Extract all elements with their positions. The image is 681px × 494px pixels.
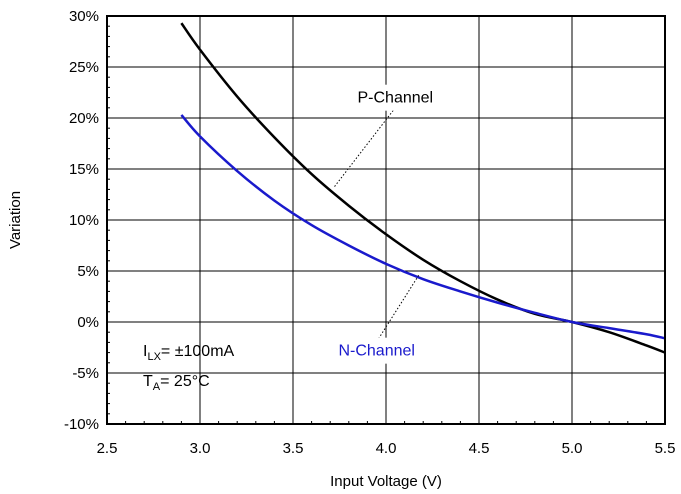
- annotation-layer: P-Channel N-Channel: [323, 84, 449, 364]
- y-tick-labels: -10% -5% 0% 5% 10% 15% 20% 25% 30%: [64, 8, 99, 433]
- condition-temperature-symbol: T: [143, 373, 153, 390]
- plot-frame: [106, 15, 666, 425]
- y-tick-label: 15%: [69, 161, 99, 178]
- condition-current: ILX= ±100mA: [143, 343, 235, 363]
- x-tick-label: 5.0: [562, 440, 583, 457]
- y-tick-label: 20%: [69, 110, 99, 127]
- y-tick-label: 10%: [69, 212, 99, 229]
- annotation-label: N-Channel: [338, 343, 414, 360]
- condition-temperature: TA= 25°C: [143, 373, 210, 393]
- annotation-background: [341, 84, 449, 111]
- annotation-label: P-Channel: [357, 90, 433, 107]
- x-tick-label: 2.5: [97, 440, 118, 457]
- y-tick-label: 25%: [69, 59, 99, 76]
- x-tick-label: 3.0: [190, 440, 211, 457]
- y-tick-label: 30%: [69, 8, 99, 25]
- x-tick-label: 3.5: [283, 440, 304, 457]
- y-tick-label: -5%: [72, 365, 99, 382]
- annotation-background: [323, 337, 431, 364]
- condition-temperature-value: = 25°C: [160, 373, 210, 390]
- y-tick-label: 5%: [77, 263, 99, 280]
- x-tick-label: 5.5: [655, 440, 676, 457]
- condition-current-subscript: LX: [147, 351, 161, 363]
- test-conditions: ILX= ±100mA TA= 25°C: [143, 343, 235, 393]
- series-layer: [180, 22, 666, 354]
- x-axis-title: Input Voltage (V): [330, 473, 442, 490]
- annotation-pointer: [333, 107, 396, 188]
- y-tick-label: -10%: [64, 416, 99, 433]
- series-line-n-channel: [180, 114, 666, 340]
- condition-current-value: = ±100mA: [161, 343, 235, 360]
- x-tick-label: 4.0: [376, 440, 397, 457]
- y-tick-label: 0%: [77, 314, 99, 331]
- gridlines: [107, 16, 665, 424]
- condition-temperature-subscript: A: [153, 381, 161, 393]
- annotation-pointer: [376, 273, 420, 342]
- y-axis-title: Variation: [7, 191, 24, 249]
- condition-current-symbol: I: [143, 343, 147, 360]
- x-tick-labels: 2.5 3.0 3.5 4.0 4.5 5.0 5.5: [97, 440, 676, 457]
- x-tick-label: 4.5: [469, 440, 490, 457]
- series-line-p-channel: [180, 22, 666, 354]
